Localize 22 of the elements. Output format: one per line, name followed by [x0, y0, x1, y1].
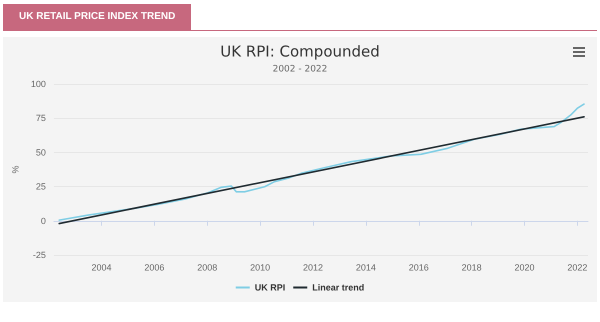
y-axis-title: %: [10, 165, 20, 174]
x-tick-label: 2012: [303, 262, 324, 272]
y-tick-label: -25: [32, 250, 46, 260]
x-tick-label: 2006: [144, 262, 164, 272]
chart-title: UK RPI: Compounded: [220, 42, 380, 60]
y-tick-label: 75: [36, 113, 46, 124]
x-tick-label: 2016: [408, 262, 429, 272]
x-tick-label: 2004: [91, 262, 112, 272]
legend-label: Linear trend: [312, 282, 364, 292]
x-tick-label: 2014: [356, 262, 376, 272]
x-tick-label: 2010: [250, 262, 270, 272]
x-tick-label: 2020: [514, 262, 535, 272]
legend-label: UK RPI: [254, 282, 286, 292]
y-tick-label: 100: [30, 79, 46, 89]
chart-subtitle: 2002 - 2022: [272, 64, 328, 74]
x-tick-label: 2008: [197, 262, 218, 272]
x-tick-label: 2022: [567, 262, 588, 272]
y-tick-label: 25: [36, 182, 46, 192]
y-tick-label: 50: [36, 147, 46, 158]
y-tick-label: 0: [40, 216, 46, 226]
x-tick-label: 2018: [462, 262, 482, 272]
text: UK RETAIL PRICE INDEX TREND: [3, 4, 192, 30]
